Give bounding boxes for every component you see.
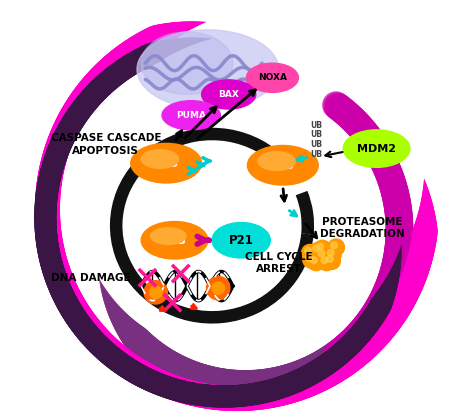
Circle shape	[317, 243, 324, 250]
Circle shape	[321, 257, 328, 264]
Ellipse shape	[131, 143, 201, 183]
Ellipse shape	[151, 228, 186, 245]
Circle shape	[304, 247, 311, 254]
Ellipse shape	[137, 30, 279, 109]
Circle shape	[318, 254, 335, 271]
Text: UB: UB	[310, 140, 322, 149]
Text: P21: P21	[229, 234, 254, 247]
Text: DNA DAMAGE: DNA DAMAGE	[51, 273, 131, 283]
Text: PROTEASOME
DEGRADATION: PROTEASOME DEGRADATION	[319, 217, 404, 239]
Text: UB: UB	[310, 130, 322, 139]
Circle shape	[306, 255, 312, 261]
Circle shape	[315, 247, 332, 264]
Ellipse shape	[141, 150, 179, 168]
Text: UB: UB	[310, 121, 322, 130]
Text: UB: UB	[310, 150, 322, 158]
Circle shape	[324, 253, 340, 270]
Ellipse shape	[258, 152, 295, 171]
Circle shape	[144, 280, 167, 304]
Circle shape	[327, 256, 333, 263]
Text: CELL CYCLE
ARREST: CELL CYCLE ARREST	[245, 252, 312, 274]
Text: BAX: BAX	[218, 90, 239, 99]
Circle shape	[328, 250, 334, 256]
Circle shape	[331, 242, 337, 249]
Text: NOXA: NOXA	[258, 73, 287, 82]
Ellipse shape	[141, 222, 208, 259]
Ellipse shape	[246, 63, 299, 92]
Ellipse shape	[247, 145, 318, 185]
Circle shape	[301, 245, 318, 261]
Circle shape	[328, 239, 345, 256]
Text: P53: P53	[162, 234, 187, 247]
Circle shape	[149, 286, 162, 298]
Circle shape	[313, 245, 319, 252]
Ellipse shape	[201, 80, 256, 109]
Circle shape	[310, 242, 327, 259]
Text: P53: P53	[270, 159, 295, 172]
Text: CASPASE CASCADE
APOPTOSIS: CASPASE CASCADE APOPTOSIS	[51, 133, 161, 155]
Text: P53: P53	[154, 157, 179, 170]
Ellipse shape	[343, 130, 410, 167]
Text: PUMA: PUMA	[176, 111, 206, 120]
Ellipse shape	[162, 101, 220, 130]
Text: MDM2: MDM2	[357, 144, 396, 153]
Ellipse shape	[212, 222, 270, 258]
Circle shape	[308, 254, 325, 271]
Circle shape	[311, 257, 318, 264]
Circle shape	[303, 252, 319, 268]
Circle shape	[314, 240, 331, 257]
Circle shape	[325, 247, 341, 263]
Circle shape	[212, 282, 225, 294]
Ellipse shape	[141, 32, 233, 94]
Circle shape	[318, 250, 325, 257]
Circle shape	[207, 276, 230, 300]
